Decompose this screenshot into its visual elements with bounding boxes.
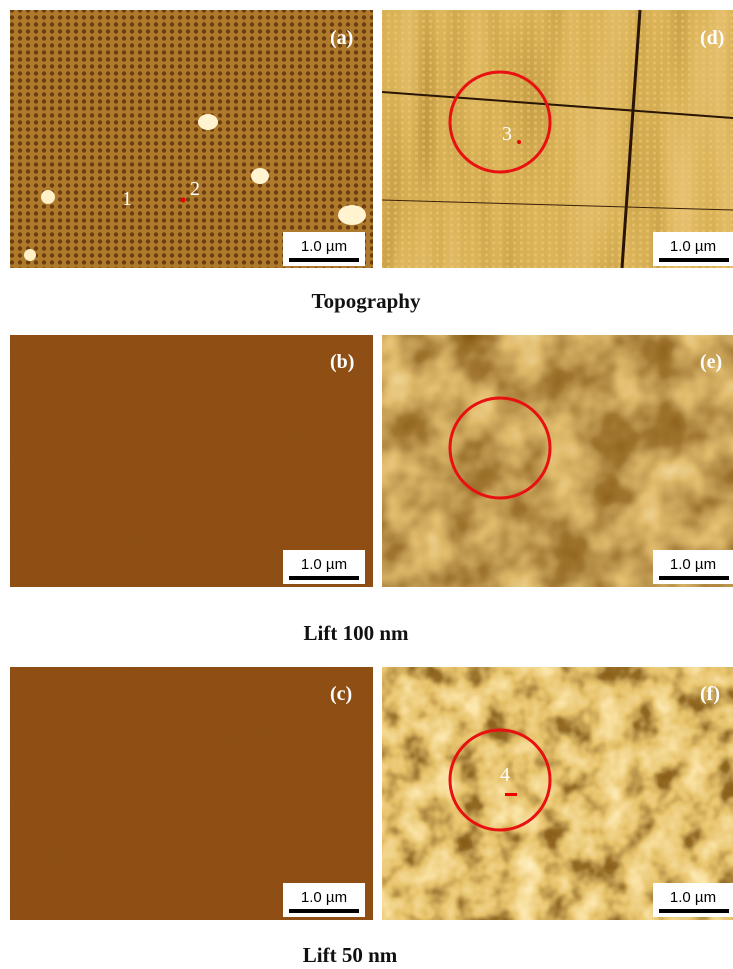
figure: 1 2 (a) 1.0 µm 3 (d) 1.0 µm Topography (… <box>0 0 733 969</box>
panel-e: (e) 1.0 µm <box>382 335 733 587</box>
panel-a: 1 2 (a) 1.0 µm <box>10 10 373 268</box>
scale-bar-label: 1.0 µm <box>301 238 347 255</box>
scale-bar-label: 1.0 µm <box>301 889 347 906</box>
panel-b: (b) 1.0 µm <box>10 335 373 587</box>
marker-label: 4 <box>500 764 510 786</box>
panel-c: (c) 1.0 µm <box>10 667 373 920</box>
scale-bar-label: 1.0 µm <box>670 889 716 906</box>
caption: Lift 100 nm <box>304 621 410 645</box>
caption: Topography <box>312 289 421 313</box>
panel-label: (e) <box>700 351 722 373</box>
scale-bar-label: 1.0 µm <box>670 238 716 255</box>
caption: Lift 50 nm <box>303 943 398 967</box>
panel-label: (a) <box>330 27 353 49</box>
marker-label: 3 <box>502 123 512 145</box>
panel-f: 4 (f) 1.0 µm <box>382 667 733 920</box>
marker-label: 2 <box>190 178 200 200</box>
panel-label: (b) <box>330 351 354 373</box>
scale-bar-label: 1.0 µm <box>301 556 347 573</box>
panel-d: 3 (d) 1.0 µm <box>382 10 733 268</box>
marker-label: 1 <box>122 188 132 210</box>
panel-label: (f) <box>700 683 720 705</box>
panel-label: (c) <box>330 683 352 705</box>
panel-label: (d) <box>700 27 724 49</box>
scale-bar-label: 1.0 µm <box>670 556 716 573</box>
